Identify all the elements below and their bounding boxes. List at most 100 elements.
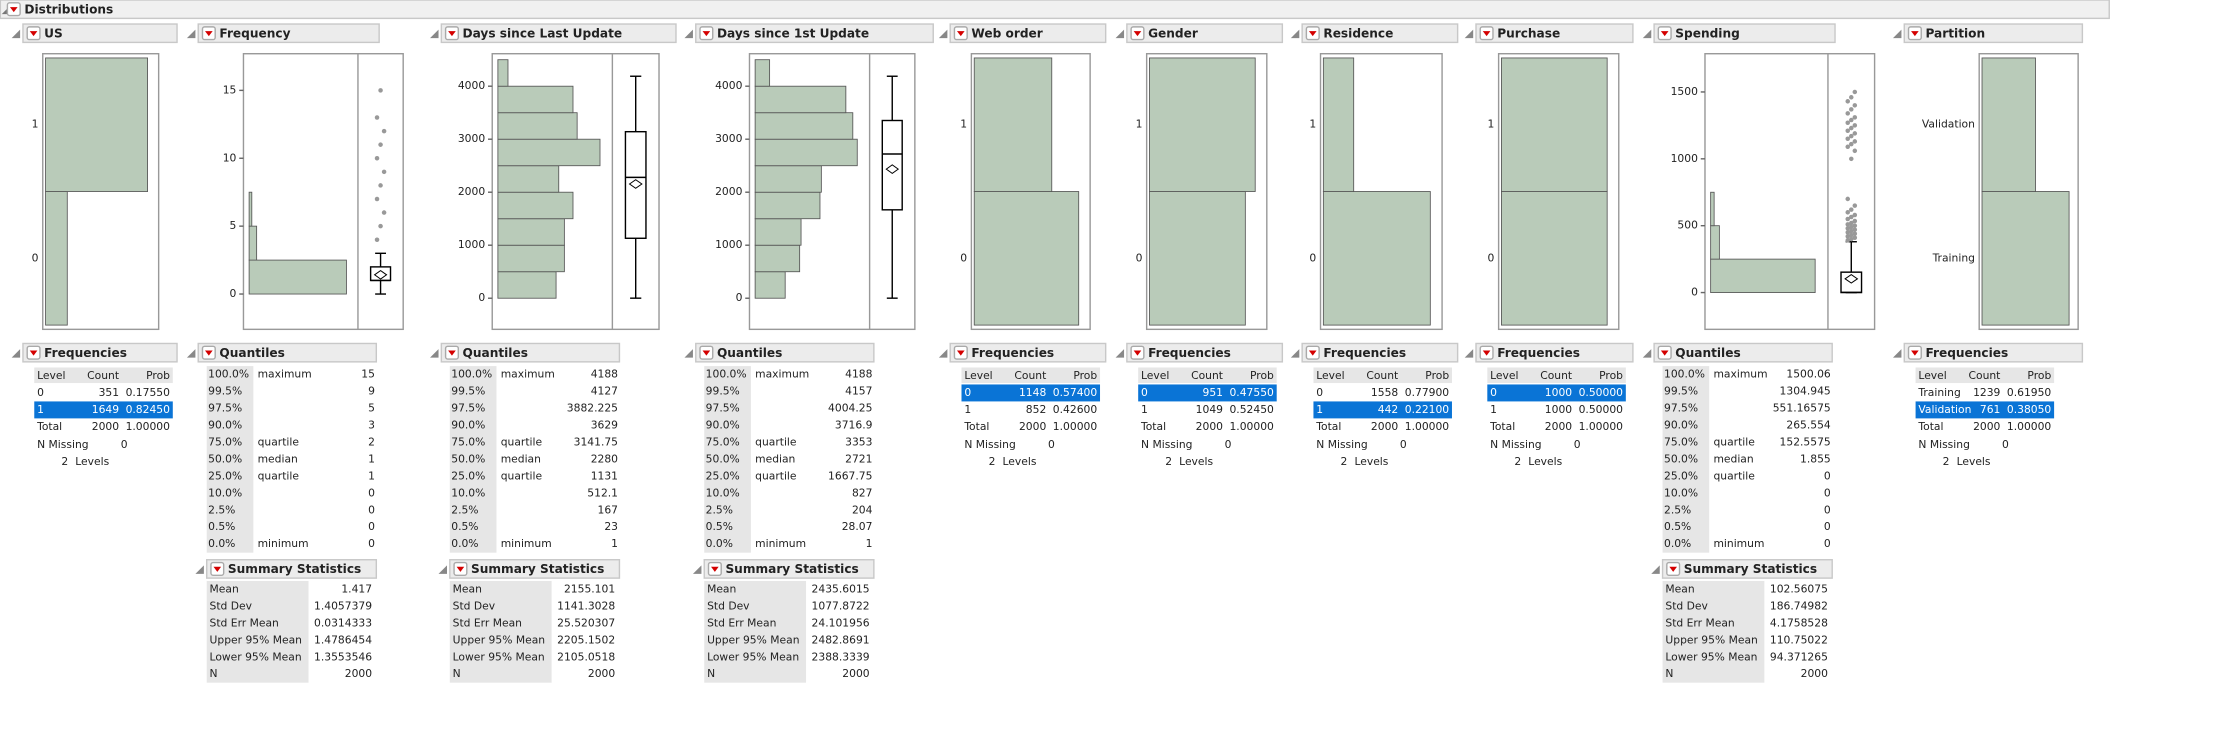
disclosure-icon[interactable] <box>1115 349 1125 358</box>
selected-row[interactable] <box>34 401 173 419</box>
table-cell: 0.57400 <box>1053 386 1098 399</box>
outlier <box>1845 111 1851 116</box>
disclosure-icon[interactable] <box>1290 29 1300 39</box>
disclosure-icon[interactable] <box>938 29 948 39</box>
table-cell: 1 <box>1316 403 1323 416</box>
disclosure-icon[interactable] <box>438 565 447 574</box>
disclosure-icon[interactable] <box>684 349 693 358</box>
section-header <box>1661 559 1833 579</box>
quantile-percent: 2.5% <box>208 503 235 516</box>
disclosure-icon[interactable] <box>684 29 693 39</box>
histogram-bar <box>497 218 565 246</box>
label-column-bg <box>449 366 497 553</box>
outlier <box>1845 120 1851 125</box>
column-header: Count <box>87 369 119 382</box>
disclosure-icon[interactable] <box>1464 29 1474 39</box>
outlier <box>1845 136 1851 142</box>
disclosure-icon[interactable] <box>186 349 196 358</box>
disclosure-icon[interactable] <box>1892 29 1902 39</box>
statistic-value: 24.101956 <box>812 616 870 629</box>
outlier <box>1852 223 1858 228</box>
table-cell: 2000 <box>92 420 119 433</box>
quantile-value: 827 <box>852 486 873 499</box>
section-title: Purchase <box>1497 26 1560 40</box>
section-title: Summary Statistics <box>725 562 858 576</box>
outlier <box>1845 196 1851 202</box>
quantile-value: 512.1 <box>587 486 618 499</box>
y-tick-label: 1000 <box>1671 152 1698 165</box>
table-cell: 1 <box>37 403 44 416</box>
quantile-percent: 97.5% <box>706 401 740 414</box>
red-triangle <box>956 350 965 356</box>
section-header <box>949 342 1107 363</box>
section-header <box>695 342 875 363</box>
y-tick-label: Validation <box>1922 118 1975 131</box>
red-triangle <box>1911 31 1919 37</box>
selected-row[interactable] <box>1487 384 1626 402</box>
disclosure-icon[interactable] <box>692 565 702 574</box>
selected-row[interactable] <box>961 384 1101 402</box>
quantile-value: 4127 <box>591 385 618 398</box>
quantile-value: 3716.9 <box>835 418 873 431</box>
section-header <box>1475 342 1634 363</box>
disclosure-icon[interactable] <box>1290 349 1300 358</box>
red-triangle <box>956 31 965 37</box>
red-triangle <box>1308 31 1317 37</box>
table-cell: 1649 <box>92 403 119 416</box>
label-column-bg <box>206 366 254 553</box>
quantile-percent: 10.0% <box>706 486 740 499</box>
section-header <box>197 23 380 44</box>
quantile-label: quartile <box>755 435 797 448</box>
bar <box>973 191 1080 326</box>
disclosure-icon[interactable] <box>1115 29 1125 39</box>
label-column-bg <box>1662 580 1765 683</box>
column-header: Count <box>1191 369 1223 382</box>
quantile-label: minimum <box>755 537 806 550</box>
selected-row[interactable] <box>1313 401 1452 419</box>
quantile-value: 204 <box>852 503 873 516</box>
quantile-percent: 0.5% <box>706 520 733 533</box>
section-title: Frequencies <box>44 346 127 360</box>
histogram-bar <box>497 244 565 273</box>
table-cell: 1558 <box>1371 386 1398 399</box>
disclosure-icon[interactable] <box>1651 565 1660 574</box>
disclosure-icon[interactable] <box>1892 349 1902 358</box>
outlier <box>381 169 387 175</box>
column-header: Count <box>1014 369 1046 382</box>
histogram-bar <box>497 112 578 140</box>
disclosure-icon[interactable] <box>11 29 21 39</box>
missing-label: N Missing <box>1141 438 1192 451</box>
quantile-value: 0 <box>368 537 375 550</box>
levels-count: 2 <box>1943 455 1950 468</box>
quantile-label: maximum <box>755 368 809 381</box>
outlier <box>378 223 383 229</box>
disclosure-icon[interactable] <box>1642 29 1652 39</box>
box <box>624 130 647 239</box>
table-cell: 351 <box>99 386 120 399</box>
disclosure-icon[interactable] <box>938 349 948 358</box>
disclosure-icon[interactable] <box>186 29 196 39</box>
disclosure-icon[interactable] <box>1642 349 1652 358</box>
disclosure-icon[interactable] <box>1464 349 1474 358</box>
y-tick-label: 0 <box>1136 251 1143 264</box>
section-title: Gender <box>1148 26 1198 40</box>
box <box>1840 271 1863 294</box>
selected-row[interactable] <box>1138 384 1277 402</box>
statistic-label: Mean <box>210 582 239 595</box>
quantile-percent: 90.0% <box>1664 418 1698 431</box>
table-cell: 0.22100 <box>1405 403 1450 416</box>
disclosure-icon[interactable] <box>11 349 21 358</box>
section-title: Summary Statistics <box>471 562 604 576</box>
disclosure-icon[interactable] <box>195 565 204 574</box>
selected-row[interactable] <box>1915 401 2055 419</box>
quantile-label: median <box>501 452 541 465</box>
statistic-value: 1077.8722 <box>812 599 870 612</box>
quantile-percent: 10.0% <box>208 486 242 499</box>
statistic-label: Lower 95% Mean <box>707 650 799 663</box>
quantile-percent: 100.0% <box>706 368 747 381</box>
levels-count: 2 <box>989 455 996 468</box>
disclosure-icon[interactable] <box>430 29 439 39</box>
disclosure-icon[interactable] <box>430 349 439 358</box>
missing-value: 0 <box>1574 438 1581 451</box>
